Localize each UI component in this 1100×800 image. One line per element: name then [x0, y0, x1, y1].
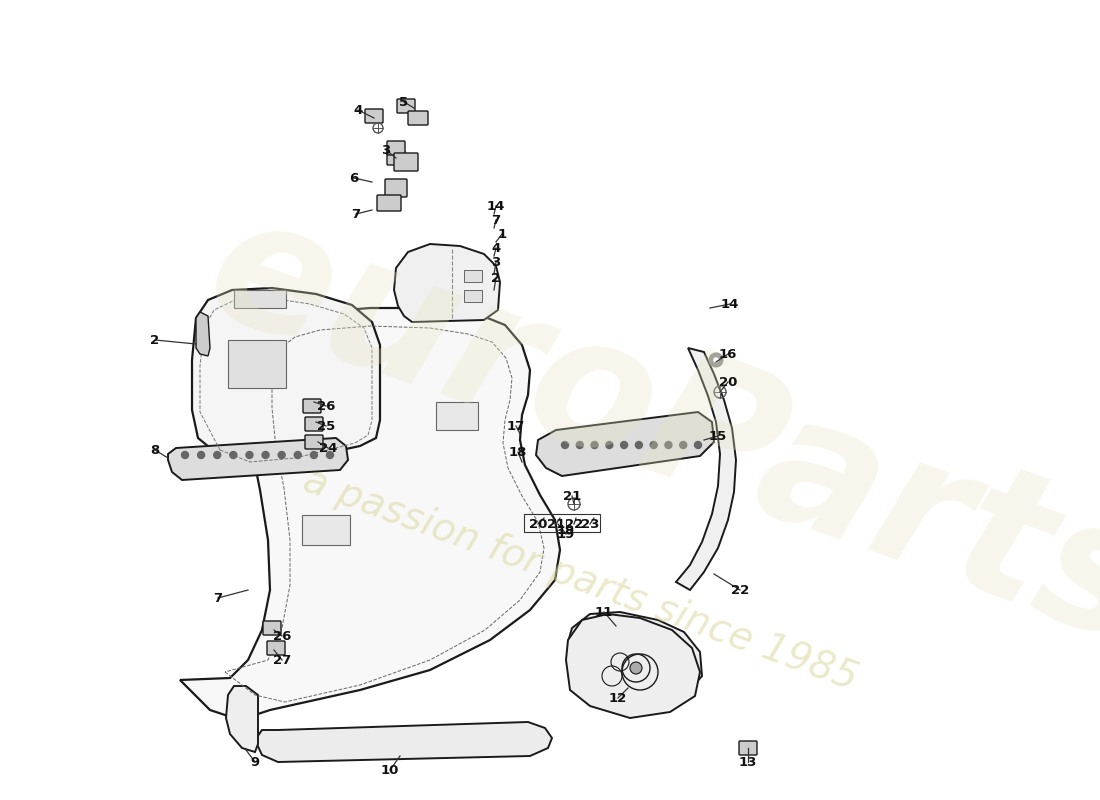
Polygon shape — [394, 244, 501, 322]
Circle shape — [278, 451, 285, 458]
Circle shape — [295, 451, 301, 458]
Polygon shape — [676, 348, 736, 590]
Polygon shape — [568, 612, 702, 700]
FancyBboxPatch shape — [397, 99, 415, 113]
Circle shape — [213, 451, 221, 458]
Text: 19: 19 — [557, 523, 575, 537]
Polygon shape — [196, 312, 210, 356]
Circle shape — [561, 442, 569, 449]
Text: 26: 26 — [273, 630, 292, 642]
Text: 9: 9 — [251, 755, 260, 769]
Circle shape — [182, 451, 188, 458]
Text: 15: 15 — [708, 430, 727, 442]
Text: 21: 21 — [563, 490, 581, 502]
Circle shape — [713, 357, 718, 363]
Text: 2: 2 — [492, 271, 500, 285]
FancyBboxPatch shape — [302, 399, 321, 413]
Text: euroParts: euroParts — [185, 178, 1100, 682]
Text: 18: 18 — [509, 446, 527, 458]
Text: 4: 4 — [353, 103, 363, 117]
Text: 20: 20 — [718, 375, 737, 389]
Polygon shape — [226, 686, 258, 752]
Text: 3: 3 — [492, 255, 500, 269]
Polygon shape — [536, 412, 714, 476]
Circle shape — [591, 442, 598, 449]
Bar — [524, 514, 600, 532]
Circle shape — [198, 451, 205, 458]
Text: 1: 1 — [497, 227, 507, 241]
Bar — [464, 290, 482, 302]
Text: 13: 13 — [739, 755, 757, 769]
Text: 8: 8 — [151, 443, 160, 457]
Polygon shape — [566, 614, 700, 718]
FancyBboxPatch shape — [377, 195, 402, 211]
Circle shape — [246, 451, 253, 458]
Text: 14: 14 — [487, 199, 505, 213]
Bar — [436, 402, 478, 430]
Text: a passion for parts since 1985: a passion for parts since 1985 — [298, 462, 862, 698]
Text: 26: 26 — [317, 399, 336, 413]
Circle shape — [630, 662, 642, 674]
Text: 10: 10 — [381, 763, 399, 777]
FancyBboxPatch shape — [385, 179, 407, 197]
Text: 25: 25 — [317, 419, 336, 433]
Text: 22: 22 — [565, 518, 583, 530]
Text: 11: 11 — [595, 606, 613, 618]
FancyBboxPatch shape — [408, 111, 428, 125]
Text: 17: 17 — [507, 419, 525, 433]
Bar — [228, 340, 286, 388]
Bar — [302, 515, 350, 545]
Text: 20: 20 — [529, 518, 547, 530]
Text: 14: 14 — [720, 298, 739, 310]
Circle shape — [680, 442, 686, 449]
Text: 7: 7 — [213, 591, 222, 605]
Polygon shape — [192, 288, 380, 464]
FancyBboxPatch shape — [263, 621, 280, 635]
Text: 22: 22 — [730, 583, 749, 597]
Circle shape — [310, 451, 318, 458]
Text: 4: 4 — [492, 242, 500, 254]
Text: 16: 16 — [718, 347, 737, 361]
FancyBboxPatch shape — [365, 109, 383, 123]
FancyBboxPatch shape — [267, 641, 285, 655]
Polygon shape — [180, 308, 560, 720]
Text: 5: 5 — [399, 95, 408, 109]
FancyBboxPatch shape — [739, 741, 757, 755]
Circle shape — [576, 442, 583, 449]
Text: 7: 7 — [492, 214, 500, 226]
Text: 3: 3 — [382, 143, 390, 157]
Circle shape — [694, 442, 702, 449]
Circle shape — [636, 442, 642, 449]
Circle shape — [327, 451, 333, 458]
FancyBboxPatch shape — [305, 417, 323, 431]
Text: 19: 19 — [557, 527, 575, 541]
Circle shape — [650, 442, 657, 449]
FancyBboxPatch shape — [394, 153, 418, 171]
Polygon shape — [168, 438, 348, 480]
Text: 6: 6 — [350, 171, 359, 185]
FancyBboxPatch shape — [305, 435, 323, 449]
Circle shape — [620, 442, 628, 449]
Circle shape — [262, 451, 270, 458]
FancyBboxPatch shape — [387, 151, 405, 165]
Bar — [234, 290, 286, 308]
Circle shape — [230, 451, 236, 458]
Circle shape — [710, 353, 723, 367]
Circle shape — [606, 442, 613, 449]
Text: 2: 2 — [151, 334, 160, 346]
Polygon shape — [255, 722, 552, 762]
Circle shape — [664, 442, 672, 449]
Bar — [464, 270, 482, 282]
FancyBboxPatch shape — [387, 141, 405, 155]
Text: 12: 12 — [609, 691, 627, 705]
Text: 23: 23 — [581, 518, 600, 530]
Text: 7: 7 — [351, 207, 361, 221]
Text: 27: 27 — [273, 654, 292, 666]
Text: 24: 24 — [319, 442, 338, 454]
Text: 21: 21 — [547, 518, 565, 530]
